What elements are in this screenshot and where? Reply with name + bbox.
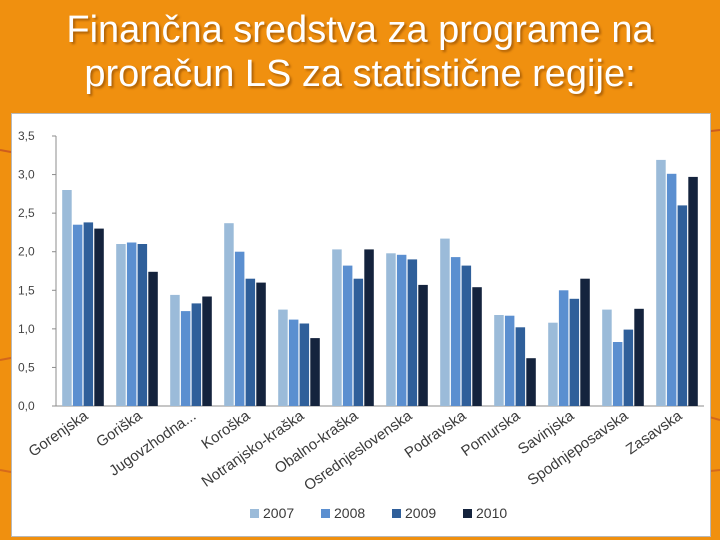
bar-2007-6 [386,253,396,406]
x-category-label: Podravska [401,407,469,462]
bar-2007-0 [62,190,72,406]
bar-2008-4 [288,319,299,406]
y-tick-label: 2,0 [18,245,35,259]
bar-2007-4 [278,309,288,406]
bar-2008-2 [180,311,191,406]
x-category-label: Zasavska [623,407,686,458]
x-category-label: Pomurska [458,407,524,460]
bar-chart: 0,0 0,5 1,0 1,5 2,0 2,5 3,0 3,5 Gorenjska Gorišk… [18,129,704,521]
y-tick-label: 3,5 [18,129,35,143]
bar-2009-8 [515,327,526,406]
bar-2007-2 [170,294,180,406]
y-tick-label: 1,5 [18,283,35,297]
x-category-label: Spodnjeposavska [525,407,632,489]
bar-2007-8 [494,315,504,406]
bar-2010-4 [310,338,320,406]
bar-2009-3 [245,278,256,406]
bar-2008-0 [72,224,83,406]
bar-2009-5 [353,278,364,406]
bar-2010-3 [256,282,266,406]
bar-2008-8 [504,315,515,406]
bar-2009-6 [407,259,418,406]
bar-2007-1 [116,244,126,406]
bar-2007-11 [656,159,666,406]
bar-2009-1 [137,244,148,406]
legend-swatch-2007 [250,509,259,518]
title-line-1: Finančna sredstva za programe na [66,9,654,51]
bar-2008-1 [126,242,137,406]
bar-2010-1 [148,271,158,406]
y-axis-labels: 0,0 0,5 1,0 1,5 2,0 2,5 3,0 3,5 [18,129,35,413]
bar-2009-7 [461,265,472,406]
legend-swatch-2009 [392,509,401,518]
bar-2010-11 [688,176,698,406]
y-tick-label: 3,0 [18,168,35,182]
bar-2009-10 [623,329,634,406]
y-tick-label: 0,5 [18,360,35,374]
title-line-2: proračun LS za statistične regije: [84,53,636,95]
bar-2008-3 [234,251,245,406]
bar-2010-8 [526,358,536,406]
bar-2010-7 [472,287,482,406]
legend-swatch-2008 [321,509,330,518]
bar-2007-3 [224,223,234,406]
bar-2009-11 [677,205,688,406]
bar-2010-0 [94,228,104,406]
bar-2009-9 [569,298,580,406]
x-category-label: Gorenjska [26,407,92,461]
y-tick-label: 2,5 [18,206,35,220]
bar-2008-7 [450,257,461,406]
bar-2007-5 [332,249,342,406]
legend-swatch-2010 [463,509,472,518]
chart-axes [52,135,704,407]
legend-label-2008: 2008 [334,505,365,521]
y-tick-label: 0,0 [18,399,35,413]
bar-2010-2 [202,296,212,406]
bar-2010-5 [364,249,374,406]
chart-container: 0,0 0,5 1,0 1,5 2,0 2,5 3,0 3,5 Gorenjska Gorišk… [11,113,711,537]
slide-title: Finančna sredstva za programe na proraču… [0,8,720,96]
bar-2008-6 [396,254,407,406]
legend-label-2010: 2010 [476,505,507,521]
legend-label-2007: 2007 [263,505,294,521]
bar-2007-9 [548,322,558,406]
y-tick-label: 1,0 [18,322,35,336]
bar-2008-10 [612,342,623,406]
bar-2010-10 [634,308,644,406]
bar-2010-6 [418,284,428,406]
bar-2008-11 [666,173,677,406]
legend-label-2009: 2009 [405,505,436,521]
bar-2008-5 [342,265,353,406]
bar-2007-7 [440,238,450,406]
chart-legend: 2007 2008 2009 2010 [250,505,507,521]
bar-2009-0 [83,222,94,406]
chart-bars [62,159,698,406]
bar-2010-9 [580,278,590,406]
bar-2009-2 [191,303,202,406]
bar-2008-9 [558,290,569,406]
bar-2007-10 [602,309,612,406]
bar-2009-4 [299,323,310,406]
